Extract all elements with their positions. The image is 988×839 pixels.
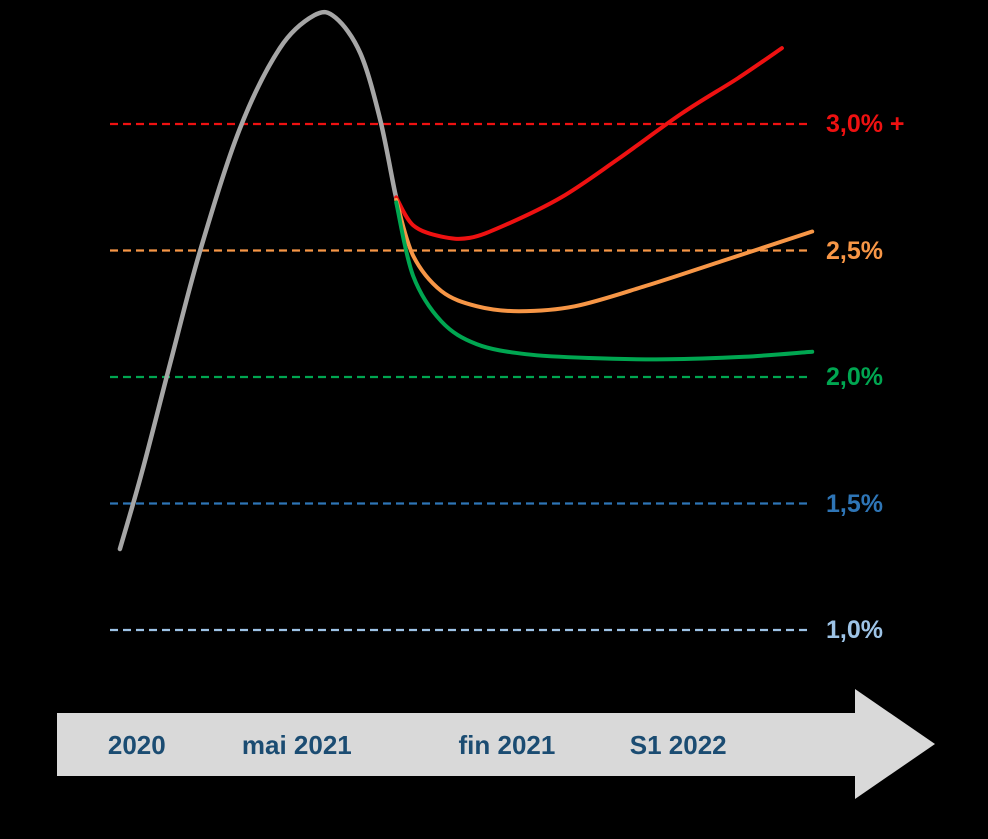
curve-inflation-observee-2020-mai-2021	[117, 9, 403, 552]
refline-label-3-0: 3,0% +	[826, 110, 905, 138]
refline-label-1-0: 1,0%	[826, 616, 883, 644]
timeline-label-2020: 2020	[107, 730, 166, 760]
refline-label-1-5: 1,5%	[826, 489, 883, 518]
timeline-label-mai-2021: mai 2021	[241, 730, 352, 760]
curve-scenario-bas	[394, 200, 815, 362]
timeline-arrow-body	[57, 713, 855, 776]
curve-scenario-haut	[394, 46, 784, 241]
refline-label-2-5: 2,5%	[826, 236, 883, 265]
timeline-label-s1-2022: S1 2022	[629, 730, 727, 760]
refline-label-2-0: 2,0%	[826, 363, 883, 391]
timeline-arrow-head-icon	[855, 689, 935, 799]
curve-scenario-central	[394, 197, 815, 314]
timeline-label-fin-2021: fin 2021	[458, 730, 556, 760]
